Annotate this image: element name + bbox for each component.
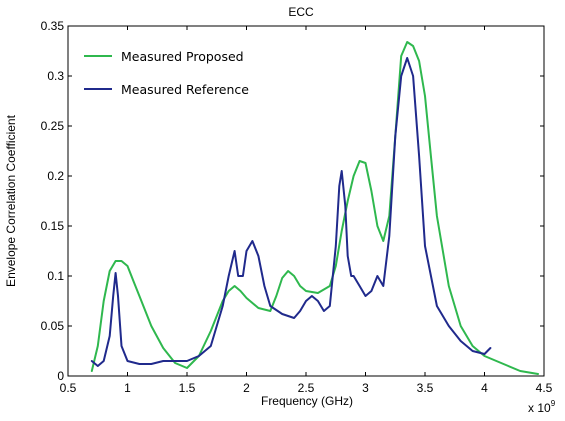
x-tick-label: 1.5 [179, 381, 196, 395]
y-tick-label: 0.05 [41, 319, 65, 333]
series-line-measured-reference [90, 57, 492, 367]
x-tick-label: 4.5 [536, 381, 553, 395]
x-tick-label: 2.5 [298, 381, 315, 395]
legend: Measured Proposed Measured Reference [84, 49, 249, 97]
x-multiplier-exponent: 9 [551, 399, 556, 408]
y-tick-label: 0.1 [47, 269, 64, 283]
x-multiplier-base: x 10 [528, 401, 551, 415]
legend-label-measured-proposed: Measured Proposed [121, 49, 244, 64]
x-axis-title: Frequency (GHz) [261, 394, 353, 408]
series-line-measured-proposed [90, 41, 539, 375]
x-tick-label: 4 [481, 381, 488, 395]
y-tick-label: 0.15 [41, 219, 65, 233]
y-tick-label: 0.35 [41, 19, 65, 33]
x-axis-multiplier: x 109 [528, 399, 556, 415]
x-tick-label: 0.5 [60, 381, 77, 395]
x-tick-label: 3 [362, 381, 369, 395]
x-tick-label: 1 [124, 381, 131, 395]
y-tick-label: 0 [57, 369, 64, 383]
axis-ticks: 0.5 1 1.5 2 2.5 3 3.5 4 4.5 0 0.05 0.1 0.15 0.2 0.25 0.… [41, 19, 553, 395]
x-tick-label: 2 [243, 381, 250, 395]
chart-title: ECC [288, 5, 314, 19]
y-tick-label: 0.3 [47, 69, 64, 83]
y-tick-label: 0.25 [41, 119, 65, 133]
y-tick-label: 0.2 [47, 169, 64, 183]
legend-label-measured-reference: Measured Reference [121, 82, 249, 97]
y-axis-title: Envelope Correlation Coefficient [4, 114, 18, 287]
x-tick-label: 3.5 [417, 381, 434, 395]
series-lines [90, 41, 539, 375]
